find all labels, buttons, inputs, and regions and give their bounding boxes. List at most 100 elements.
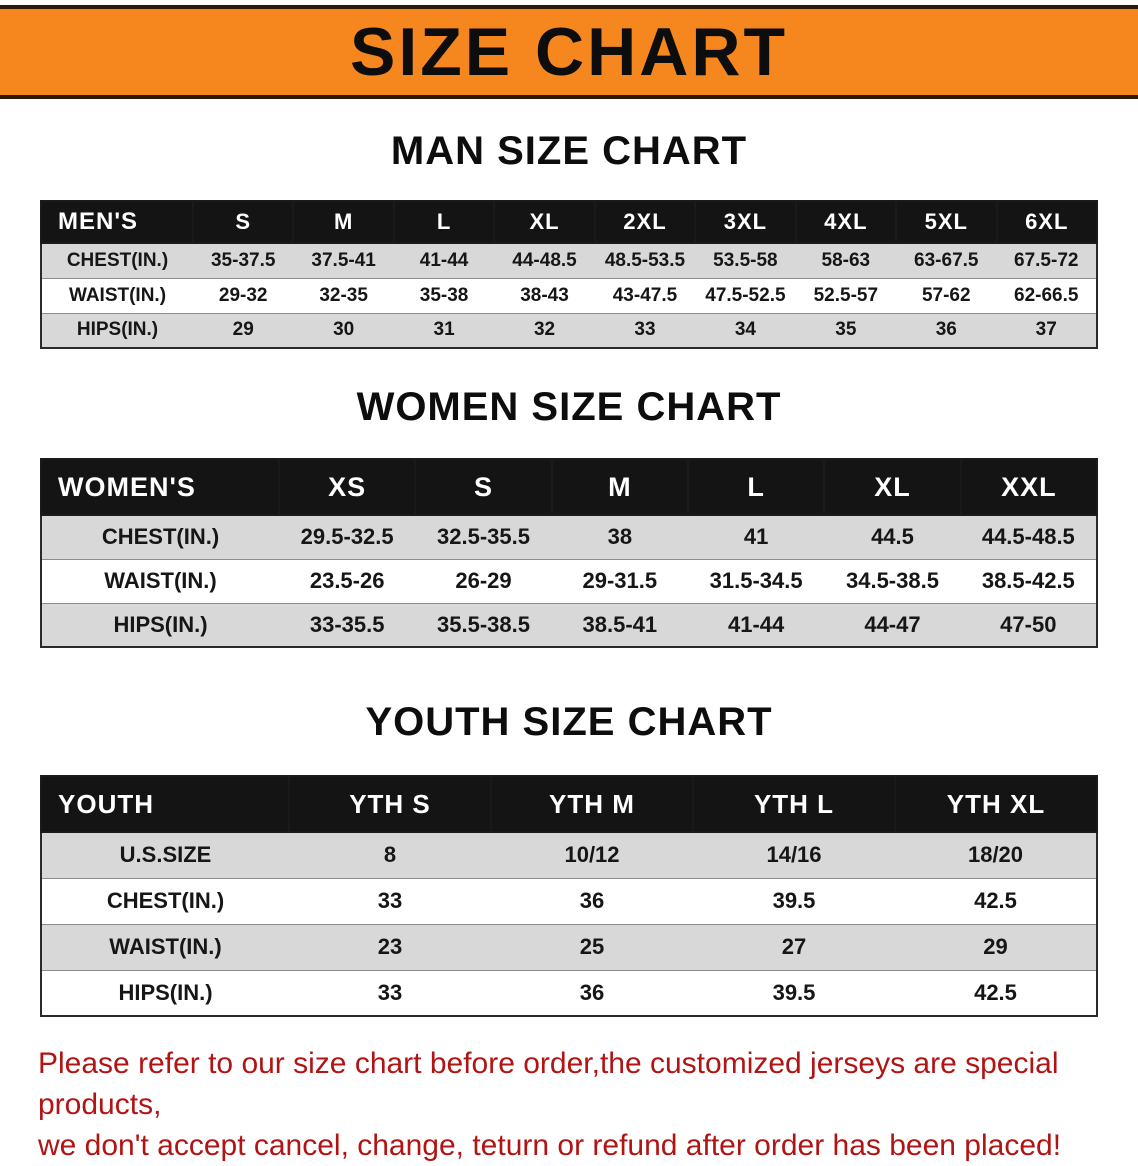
table-cell: 29.5-32.5 bbox=[279, 514, 416, 560]
size-column-header: YTH L bbox=[692, 775, 896, 833]
size-column-header: YTH XL bbox=[894, 775, 1098, 833]
table-cell: 38.5-42.5 bbox=[960, 558, 1097, 604]
size-column-header: XS bbox=[277, 458, 417, 516]
table-cell: 37 bbox=[996, 312, 1097, 349]
table-cell: 47-50 bbox=[960, 602, 1097, 648]
size-column-header: 5XL bbox=[895, 200, 998, 244]
disclaimer-line-2: we don't accept cancel, change, teturn o… bbox=[38, 1129, 1062, 1162]
table-cell: 35-37.5 bbox=[193, 242, 294, 279]
table-cell: 41-44 bbox=[393, 242, 495, 279]
row-label: HIPS(IN.) bbox=[41, 602, 279, 648]
row-label: CHEST(IN.) bbox=[41, 242, 193, 279]
table-row: WAIST(IN.) 23 25 27 29 bbox=[41, 923, 1097, 971]
table-cell: 8 bbox=[289, 831, 491, 879]
table-cell: 33 bbox=[289, 877, 491, 925]
table-cell: 36 bbox=[896, 312, 997, 349]
table-cell: 41 bbox=[687, 514, 825, 560]
table-cell: 25 bbox=[491, 923, 693, 971]
table-row: U.S.SIZE 8 10/12 14/16 18/20 bbox=[41, 831, 1097, 879]
size-column-header: L bbox=[392, 200, 496, 244]
men-section-heading: MAN SIZE CHART bbox=[390, 129, 748, 173]
table-cell: 23 bbox=[289, 923, 491, 971]
women-size-section: WOMEN SIZE CHART WOMEN'S XS S M L XL XXL CHEST(… bbox=[0, 385, 1138, 648]
size-column-header: M bbox=[550, 458, 689, 516]
youth-section-heading: YOUTH SIZE CHART bbox=[365, 700, 773, 744]
table-cell: 29 bbox=[895, 923, 1097, 971]
table-cell: 62-66.5 bbox=[996, 277, 1097, 314]
size-column-header: S bbox=[191, 200, 295, 244]
table-cell: 58-63 bbox=[795, 242, 897, 279]
table-cell: 18/20 bbox=[895, 831, 1097, 879]
table-cell: 39.5 bbox=[693, 969, 895, 1017]
size-column-header: 6XL bbox=[995, 200, 1098, 244]
table-cell: 53.5-58 bbox=[695, 242, 796, 279]
table-cell: 30 bbox=[293, 312, 394, 349]
size-column-header: XL bbox=[493, 200, 596, 244]
table-cell: 32-35 bbox=[293, 277, 394, 314]
table-cell: 29-32 bbox=[193, 277, 294, 314]
table-cell: 44-48.5 bbox=[494, 242, 595, 279]
table-cell: 44.5-48.5 bbox=[960, 514, 1097, 560]
table-row: HIPS(IN.) 33-35.5 35.5-38.5 38.5-41 41-44 44-… bbox=[41, 602, 1097, 648]
table-cell: 37.5-41 bbox=[293, 242, 394, 279]
table-cell: 32 bbox=[494, 312, 595, 349]
table-cell: 41-44 bbox=[687, 602, 825, 648]
youth-size-table: YOUTH YTH S YTH M YTH L YTH XL U.S.SIZE 8 10/12… bbox=[40, 775, 1098, 1017]
row-label: HIPS(IN.) bbox=[41, 969, 289, 1017]
women-section-heading: WOMEN SIZE CHART bbox=[356, 385, 782, 429]
size-column-header: YTH M bbox=[490, 775, 694, 833]
table-cell: 36 bbox=[491, 877, 693, 925]
table-cell: 33 bbox=[289, 969, 491, 1017]
table-row: CHEST(IN.) 35-37.5 37.5-41 41-44 44-48.5 48.5… bbox=[41, 242, 1097, 279]
row-label: CHEST(IN.) bbox=[41, 514, 279, 560]
table-cell: 29-31.5 bbox=[551, 558, 688, 604]
row-label: WAIST(IN.) bbox=[41, 558, 279, 604]
table-cell: 63-67.5 bbox=[896, 242, 997, 279]
table-cell: 39.5 bbox=[693, 877, 895, 925]
size-column-header: S bbox=[414, 458, 553, 516]
size-column-header: XL bbox=[823, 458, 962, 516]
table-corner-label: MEN'S bbox=[40, 200, 194, 244]
table-cell: 67.5-72 bbox=[996, 242, 1097, 279]
table-corner-label: YOUTH bbox=[40, 775, 290, 833]
disclaimer: Please refer to our size chart before or… bbox=[0, 1043, 1138, 1166]
table-cell: 44.5 bbox=[824, 514, 961, 560]
table-cell: 27 bbox=[693, 923, 895, 971]
table-cell: 43-47.5 bbox=[594, 277, 696, 314]
row-label: WAIST(IN.) bbox=[41, 277, 193, 314]
table-cell: 36 bbox=[491, 969, 693, 1017]
table-cell: 33-35.5 bbox=[279, 602, 416, 648]
row-label: WAIST(IN.) bbox=[41, 923, 289, 971]
size-column-header: M bbox=[292, 200, 395, 244]
table-header-row: WOMEN'S XS S M L XL XXL bbox=[40, 458, 1099, 516]
table-cell: 26-29 bbox=[415, 558, 552, 604]
table-cell: 31.5-34.5 bbox=[687, 558, 825, 604]
table-header-row: YOUTH YTH S YTH M YTH L YTH XL bbox=[40, 775, 1098, 833]
table-cell: 23.5-26 bbox=[279, 558, 416, 604]
women-size-table: WOMEN'S XS S M L XL XXL CHEST(IN.) 29.5-32.5 32.5… bbox=[40, 458, 1099, 648]
table-row: CHEST(IN.) 33 36 39.5 42.5 bbox=[41, 877, 1097, 925]
size-chart-page: SIZE CHART MAN SIZE CHART MEN'S S M L XL 2XL 3… bbox=[0, 5, 1138, 1166]
table-cell: 32.5-35.5 bbox=[415, 514, 552, 560]
table-row: WAIST(IN.) 29-32 32-35 35-38 38-43 43-47.5 47.… bbox=[41, 277, 1097, 314]
table-cell: 57-62 bbox=[896, 277, 997, 314]
table-cell: 14/16 bbox=[693, 831, 895, 879]
table-row: HIPS(IN.) 29 30 31 32 33 34 35 36 37 bbox=[41, 312, 1097, 349]
row-label: HIPS(IN.) bbox=[41, 312, 193, 349]
table-cell: 10/12 bbox=[491, 831, 693, 879]
table-cell: 52.5-57 bbox=[795, 277, 897, 314]
table-header-row: MEN'S S M L XL 2XL 3XL 4XL 5XL 6XL bbox=[40, 200, 1098, 244]
table-cell: 47.5-52.5 bbox=[695, 277, 796, 314]
size-column-header: YTH S bbox=[288, 775, 492, 833]
table-cell: 44-47 bbox=[824, 602, 961, 648]
table-corner-label: WOMEN'S bbox=[40, 458, 280, 516]
table-row: HIPS(IN.) 33 36 39.5 42.5 bbox=[41, 969, 1097, 1017]
disclaimer-line-1: Please refer to our size chart before or… bbox=[38, 1047, 1059, 1121]
page-title: SIZE CHART bbox=[350, 14, 788, 90]
youth-size-section: YOUTH SIZE CHART YOUTH YTH S YTH M YTH L YTH… bbox=[0, 700, 1138, 1017]
banner: SIZE CHART bbox=[0, 5, 1138, 99]
table-cell: 35 bbox=[795, 312, 897, 349]
size-column-header: L bbox=[686, 458, 826, 516]
table-cell: 38.5-41 bbox=[551, 602, 688, 648]
size-column-header: 2XL bbox=[593, 200, 697, 244]
